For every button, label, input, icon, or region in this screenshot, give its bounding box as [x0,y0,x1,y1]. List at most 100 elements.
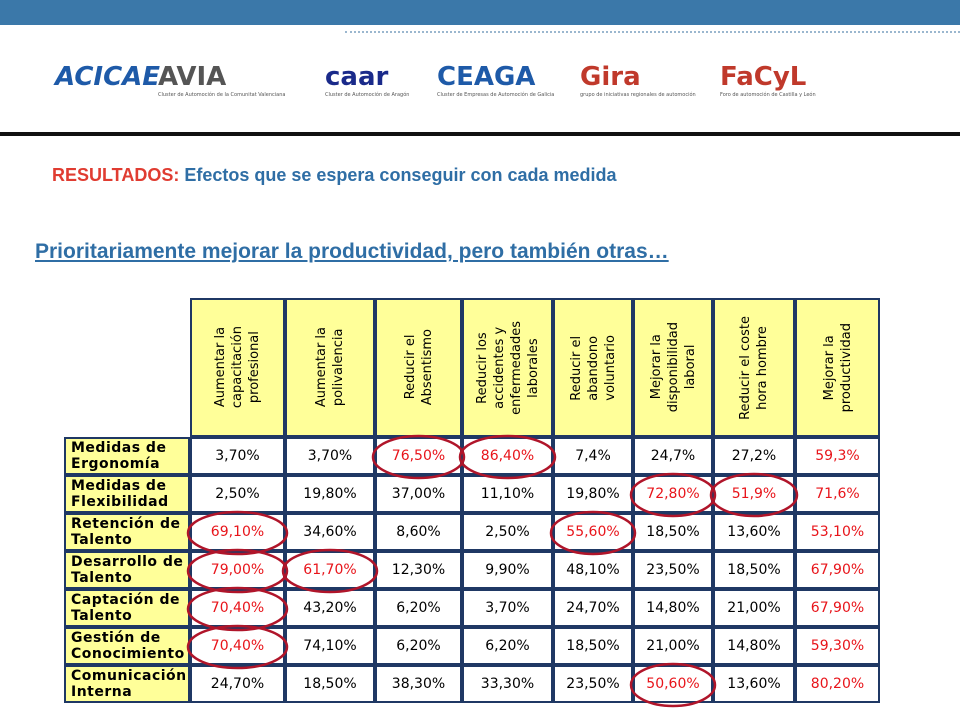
row-label-text: Captación de Talento [71,592,180,624]
value-cell: 6,20% [462,627,553,665]
header-text: Aumentar la polivalencia [313,327,347,407]
row-label-line: Talento [71,570,133,586]
header-line: Absentismo [419,329,435,406]
row-label: Desarrollo de Talento [64,551,190,589]
value-cell: 72,80% [633,475,713,513]
value-cell: 43,20% [285,589,375,627]
value-cell: 24,7% [633,437,713,475]
row-label-line: Talento [71,532,133,548]
header-cell: Reducir el coste hora hombre [713,298,795,437]
header-line: hora hombre [755,325,770,410]
value-cell: 23,50% [553,665,633,703]
value-cell: 19,80% [285,475,375,513]
header-line: Aumentar la [213,327,228,408]
value-cell: 70,40% [190,627,285,665]
header-line: Aumentar la [314,327,329,408]
value-cell: 67,90% [795,551,880,589]
row-label-line: Desarrollo de [71,554,184,570]
value-cell: 3,70% [285,437,375,475]
value-cell: 70,40% [190,589,285,627]
header-line: accidentes y [491,326,507,409]
header-line: abandono [585,335,601,400]
value-cell: 79,00% [190,551,285,589]
logo-name: CEAGA [437,62,536,92]
value-cell: 3,70% [462,589,553,627]
header-text: Reducir el coste hora hombre [737,316,771,420]
header-line: polivalencia [331,328,346,407]
value-cell: 67,90% [795,589,880,627]
row-label-text: Medidas de Ergonomía [71,440,166,472]
logo-sub: Cluster de Automoción de la Comunitat Va… [158,92,286,98]
value-cell: 51,9% [713,475,795,513]
value-cell: 61,70% [285,551,375,589]
header-line: Mejorar la [821,334,837,401]
header-text: Aumentar la capacitación profesional [212,326,263,408]
value-cell: 6,20% [375,589,462,627]
row-label-line: Flexibilidad [71,494,169,510]
row-label-line: Interna [71,684,133,700]
value-cell: 24,70% [190,665,285,703]
header-line: disponibilidad [665,322,681,413]
value-cell: 19,80% [553,475,633,513]
value-cell: 27,2% [713,437,795,475]
value-cell: 18,50% [553,627,633,665]
logo: FaCyL Foro de automoción de Castilla y Le… [720,62,816,98]
row-label-line: Captación de [71,592,180,608]
header-line: Reducir el [402,335,418,400]
logo: ACICAE [55,62,160,92]
value-cell: 48,10% [553,551,633,589]
header-line: productividad [838,322,854,413]
header-line: enfermedades [508,320,524,415]
logo-name: Gira [580,62,641,92]
header-line: capacitación [230,326,245,409]
row-label-line: Retención de [71,516,181,532]
value-cell: 14,80% [713,627,795,665]
header-cell: Aumentar la polivalencia [285,298,375,437]
logo-sub: Cluster de Automoción de Aragón [325,92,410,98]
header-text: Reducir los accidentes y enfermedades labor… [474,321,542,415]
logo-name: ACICAE [55,62,161,92]
row-label: Retención de Talento [64,513,190,551]
row-label: Gestión de Conocimiento [64,627,190,665]
logo-name: FaCyL [720,62,807,92]
row-label-text: Comunicación Interna [71,668,187,700]
value-cell: 24,70% [553,589,633,627]
header-line: laborales [525,337,541,398]
value-cell: 71,6% [795,475,880,513]
row-label-line: Gestión de [71,630,161,646]
value-cell: 3,70% [190,437,285,475]
value-cell: 18,50% [633,513,713,551]
header-cell: Reducir los accidentes y enfermedades labor… [462,298,553,437]
value-cell: 14,80% [633,589,713,627]
row-label-line: Medidas de [71,440,167,456]
header-line: Reducir el [568,335,584,400]
value-cell: 11,10% [462,475,553,513]
title-text: Efectos que se espera conseguir con cada… [184,165,617,185]
value-cell: 21,00% [713,589,795,627]
header-cell: Reducir el abandono voluntario [553,298,633,437]
value-cell: 33,30% [462,665,553,703]
value-cell: 76,50% [375,437,462,475]
logo-name: caar [325,62,389,92]
row-label-line: Comunicación [71,668,187,684]
value-cell: 18,50% [713,551,795,589]
header-cell: Reducir el Absentismo [375,298,462,437]
header-line: Mejorar la [648,334,664,401]
dotted-rule [345,31,960,33]
header-line: laboral [682,345,698,390]
value-cell: 74,10% [285,627,375,665]
value-cell: 50,60% [633,665,713,703]
value-cell: 13,60% [713,665,795,703]
logo-sub: Foro de automoción de Castilla y León [720,92,816,98]
value-cell: 8,60% [375,513,462,551]
logo-sub: grupo de iniciativas regionales de autom… [580,92,696,98]
logo: AVIA Cluster de Automoción de la Comunita… [158,62,285,98]
row-label-text: Medidas de Flexibilidad [71,478,169,510]
subtitle: Prioritariamente mejorar la productivida… [35,240,669,263]
row-label-line: Talento [71,608,133,624]
value-cell: 55,60% [553,513,633,551]
value-cell: 34,60% [285,513,375,551]
value-cell: 12,30% [375,551,462,589]
header-text: Mejorar la disponibilidad laboral [648,322,699,412]
